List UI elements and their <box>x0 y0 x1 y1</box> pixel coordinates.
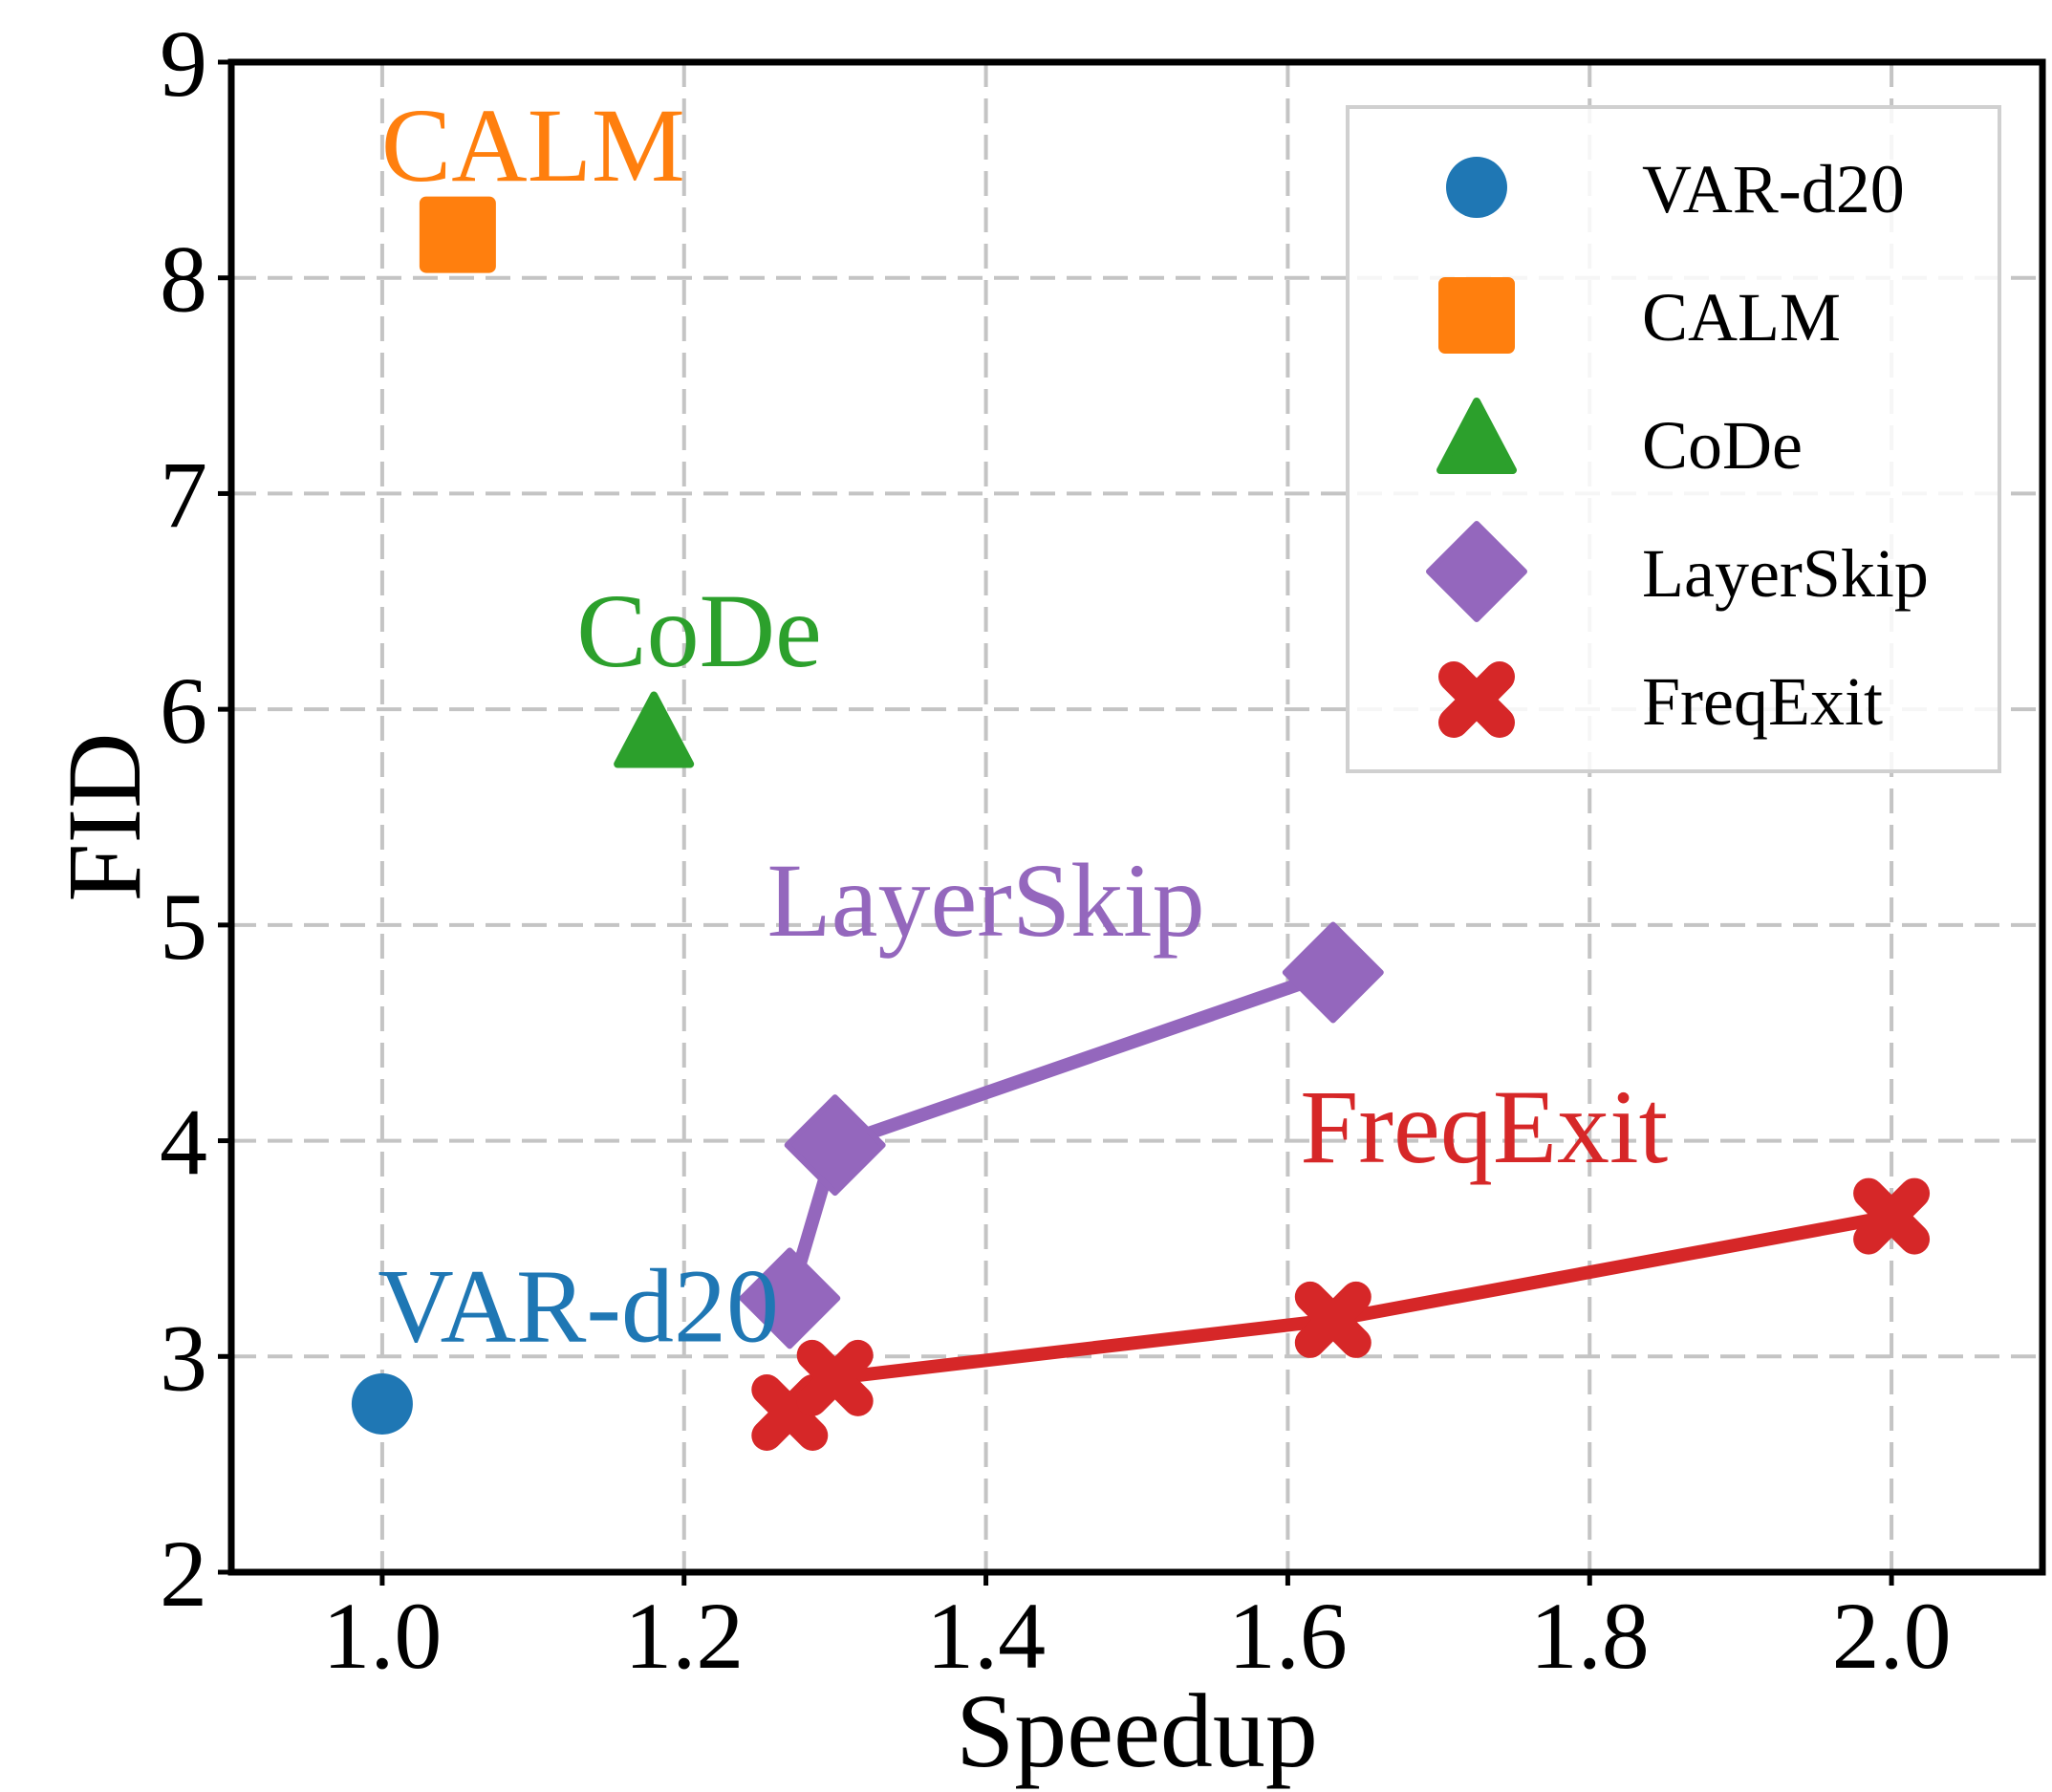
y-tick-label: 7 <box>160 442 207 548</box>
series-var-d20 <box>351 1372 413 1435</box>
legend-marker <box>1438 661 1515 738</box>
series-layerskip <box>739 921 1384 1349</box>
series-annotation: CoDe <box>576 572 822 689</box>
data-point <box>614 691 695 768</box>
data-point <box>784 1094 886 1197</box>
data-point <box>1853 1177 1931 1255</box>
series-annotation: LayerSkip <box>767 842 1204 959</box>
series-annotation: CALM <box>381 87 685 204</box>
legend-marker <box>1436 398 1517 474</box>
series-annotation: FreqExit <box>1300 1069 1668 1185</box>
plot-frame <box>227 58 2046 1576</box>
y-tick-label: 8 <box>160 227 207 333</box>
legend-marker <box>1438 277 1515 354</box>
legend-label: LayerSkip <box>1642 535 1929 612</box>
legend-label: FreqExit <box>1642 663 1883 740</box>
series-freqexit <box>751 1177 1931 1451</box>
legend-label: CoDe <box>1642 407 1803 484</box>
data-point <box>1294 1281 1372 1358</box>
data-point <box>351 1372 413 1435</box>
x-tick-label: 1.8 <box>1530 1583 1650 1689</box>
series-calm <box>419 196 496 273</box>
series-annotation: VAR-d20 <box>378 1247 779 1364</box>
x-tick-label: 1.4 <box>926 1583 1046 1689</box>
y-tick-label: 2 <box>160 1521 207 1627</box>
y-axis-label: FID <box>46 732 162 901</box>
x-tick-label: 1.2 <box>624 1583 744 1689</box>
x-tick-label: 1.0 <box>322 1583 442 1689</box>
x-tick-labels: 1.0 1.2 1.4 1.6 1.8 2.0 <box>322 1572 1952 1689</box>
legend-label: VAR-d20 <box>1642 151 1905 227</box>
x-axis-label: Speedup <box>956 1673 1318 1789</box>
y-tick-label: 3 <box>160 1305 207 1411</box>
series-code <box>614 691 695 768</box>
data-point <box>1282 921 1384 1024</box>
data-point <box>796 1339 874 1416</box>
y-tick-label: 5 <box>160 874 207 980</box>
y-tick-label: 4 <box>160 1090 207 1196</box>
series-layer <box>351 196 1931 1451</box>
annotations: VAR-d20 CALM CoDe LayerSkip FreqExit <box>378 87 1668 1364</box>
legend: VAR-d20 CALM CoDe LayerSkip FreqExit <box>1346 105 2001 773</box>
x-tick-label: 2.0 <box>1832 1583 1952 1689</box>
legend-label: CALM <box>1642 279 1841 356</box>
y-tick-label: 6 <box>160 658 207 764</box>
legend-marker <box>1446 157 1507 218</box>
y-tick-label: 9 <box>160 11 207 117</box>
y-tick-labels: 2 3 4 5 6 7 8 9 <box>160 11 231 1627</box>
legend-marker <box>1426 521 1527 622</box>
x-tick-label: 1.6 <box>1228 1583 1348 1689</box>
data-point <box>739 1247 841 1349</box>
data-point <box>419 196 496 273</box>
